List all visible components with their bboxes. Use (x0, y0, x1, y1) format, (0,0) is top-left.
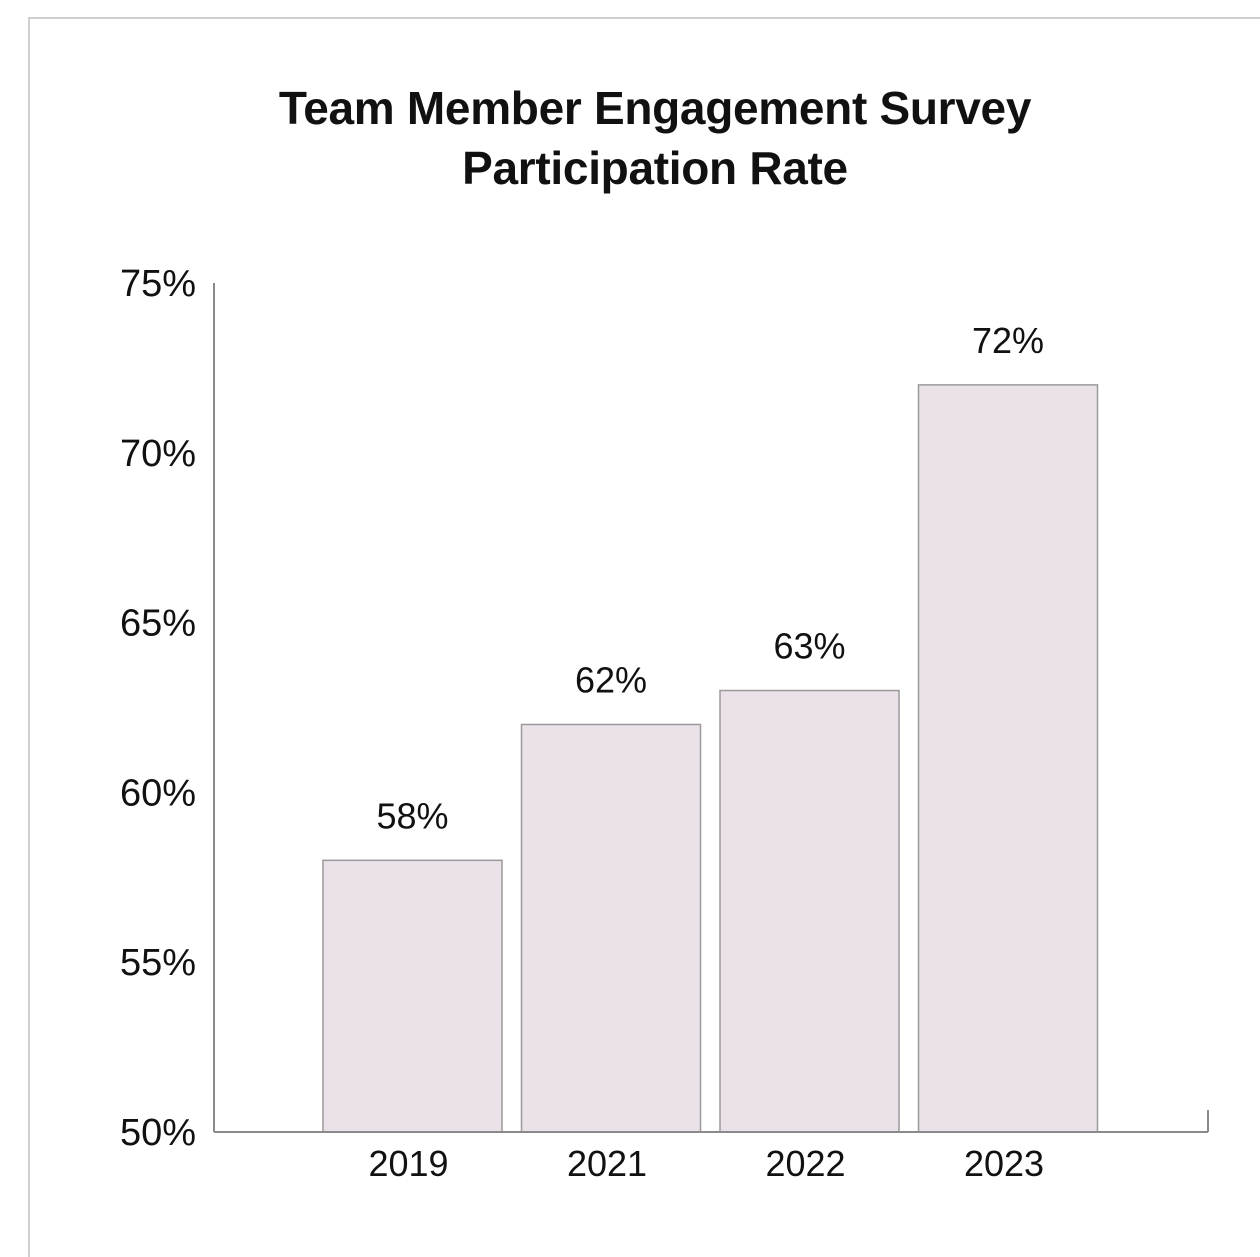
chart-frame (28, 17, 1260, 1257)
y-axis-ticks: 50% 55% 60% 65% 70% 75% (120, 263, 196, 1154)
bars (322, 384, 1099, 1133)
bar (520, 723, 702, 1133)
data-label: 72% (972, 320, 1044, 361)
y-tick-label: 75% (120, 263, 196, 305)
x-tick-label: 2023 (964, 1143, 1044, 1184)
y-tick-label: 65% (120, 603, 196, 645)
chart-title-line-2: Participation Rate (462, 142, 848, 194)
x-tick-label: 2022 (765, 1143, 845, 1184)
chart-title-line-1: Team Member Engagement Survey (278, 82, 1032, 134)
data-labels: 58% 62% 63% 72% (376, 320, 1044, 836)
chart-title: Team Member Engagement Survey Participat… (0, 78, 1260, 198)
y-tick-label: 50% (120, 1112, 196, 1154)
x-tick-label: 2019 (368, 1143, 448, 1184)
axes (213, 283, 1209, 1133)
data-label: 58% (376, 795, 448, 836)
data-label: 63% (773, 626, 845, 667)
x-tick-label: 2021 (567, 1143, 647, 1184)
bar (917, 384, 1099, 1133)
y-tick-label: 70% (120, 433, 196, 475)
bar (322, 859, 503, 1133)
bar (719, 689, 900, 1133)
data-label: 62% (575, 659, 647, 700)
x-axis-labels: 2019 2021 2022 2023 (368, 1143, 1044, 1184)
y-tick-label: 55% (120, 942, 196, 984)
y-tick-label: 60% (120, 772, 196, 814)
